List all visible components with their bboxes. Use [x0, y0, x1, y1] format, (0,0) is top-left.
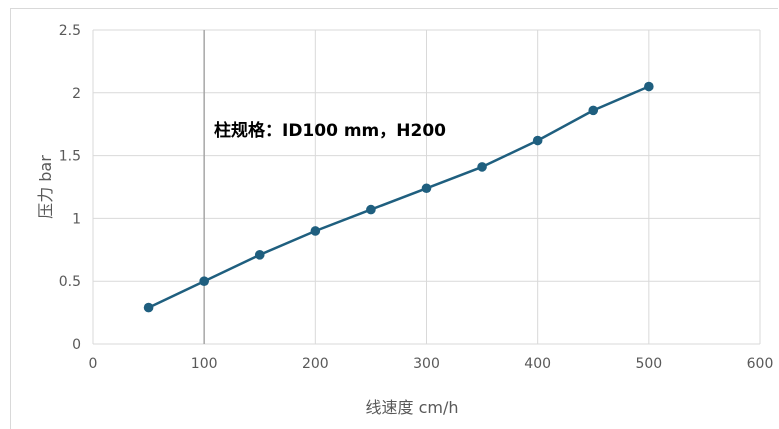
x-tick-label: 200: [302, 356, 329, 372]
x-tick-labels: 0 100 200 300 400 500 600: [89, 356, 774, 372]
data-point: [477, 162, 487, 172]
y-axis-title: 压力 bar: [36, 155, 55, 219]
chart-frame: [10, 8, 778, 429]
data-point: [199, 276, 209, 287]
data-point: [421, 183, 432, 194]
y-tick-labels: 0 0.5 1 1.5 2 2.5: [59, 23, 81, 353]
series-group: [143, 81, 654, 313]
y-tick-label: 0.5: [59, 274, 81, 290]
x-tick-label: 500: [635, 356, 662, 372]
data-point: [366, 204, 376, 215]
chart-annotation: 柱规格：ID100 mm，H200: [214, 120, 446, 141]
data-point: [644, 81, 654, 92]
data-point: [254, 250, 265, 260]
y-tick-label: 1: [72, 211, 81, 227]
y-tick-label: 2.5: [59, 23, 81, 39]
x-tick-label: 600: [747, 356, 774, 372]
data-point: [310, 226, 321, 236]
y-tick-label: 1.5: [59, 149, 81, 165]
x-tick-label: 100: [191, 356, 218, 372]
data-point: [588, 105, 599, 116]
data-point: [143, 302, 154, 313]
data-point: [532, 135, 543, 146]
y-tick-label: 2: [72, 86, 81, 102]
y-tick-label: 0: [72, 337, 81, 353]
x-tick-label: 400: [524, 356, 551, 372]
x-axis-title: 线速度 cm/h: [365, 398, 458, 417]
x-tick-label: 300: [413, 356, 440, 372]
x-tick-label: 0: [89, 356, 98, 372]
series-line: [148, 85, 650, 309]
